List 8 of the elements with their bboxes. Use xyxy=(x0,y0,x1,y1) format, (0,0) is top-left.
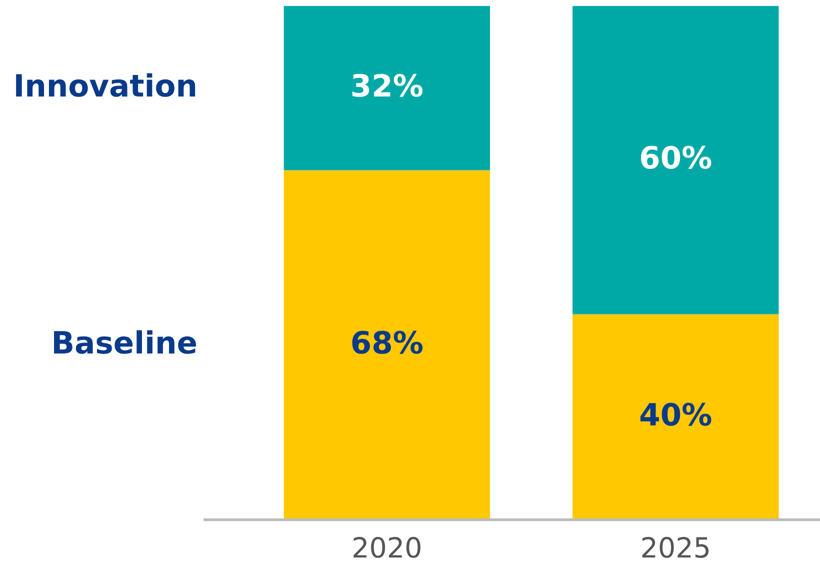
x-tick-label: 2020 xyxy=(354,536,420,558)
data-label: 32% xyxy=(352,74,422,97)
data-label: 60% xyxy=(640,146,712,169)
data-label: 68% xyxy=(352,330,422,354)
data-label: 40% xyxy=(640,402,712,426)
x-tick-label: 2025 xyxy=(642,536,709,558)
text: Innovation xyxy=(16,73,196,97)
text: Baseline xyxy=(54,330,196,354)
